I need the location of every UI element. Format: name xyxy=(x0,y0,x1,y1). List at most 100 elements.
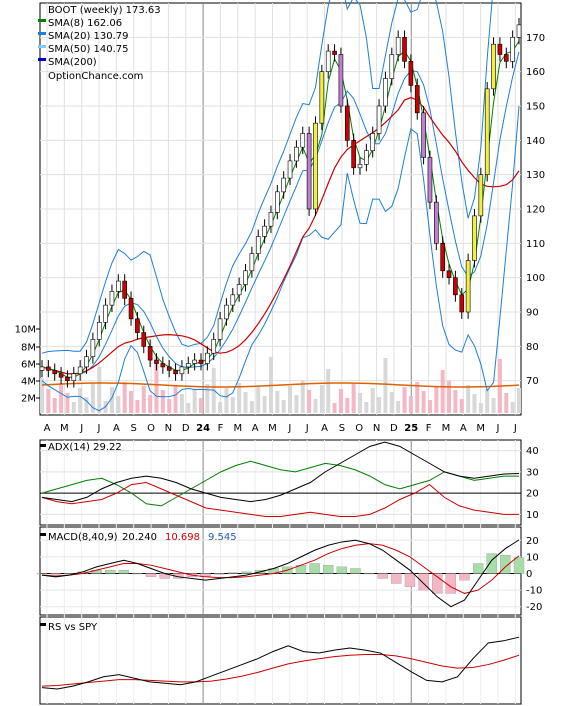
macd-histogram-bar xyxy=(350,568,361,574)
macd-histogram-bar xyxy=(227,572,238,574)
rs-legend-text: RS vs SPY xyxy=(48,622,98,633)
candle-body xyxy=(154,359,159,364)
volume-bar xyxy=(447,381,452,413)
candle-body xyxy=(446,270,452,278)
candle-body xyxy=(135,318,140,333)
candle-body xyxy=(434,201,439,244)
price-tick-label: 170 xyxy=(526,33,545,44)
macd-histogram-bar xyxy=(391,573,402,584)
volume-bar xyxy=(358,393,362,413)
candle-body xyxy=(497,43,503,55)
x-tick-label: A xyxy=(44,423,51,434)
volume-bar xyxy=(294,395,299,413)
x-tick-label: A xyxy=(252,423,259,434)
candle-body xyxy=(84,356,89,368)
volume-bar xyxy=(427,400,432,413)
volume-bar xyxy=(122,382,127,413)
candle-body xyxy=(141,332,147,347)
adx-tick-label: 20 xyxy=(526,489,539,500)
candle-body xyxy=(465,260,471,313)
legend-swatch-sma20 xyxy=(38,32,46,35)
adx-legend-text: ADX(14) 29.22 xyxy=(48,442,122,453)
volume-bar xyxy=(65,393,70,413)
x-tick-label: N xyxy=(373,423,380,434)
candle-body xyxy=(408,61,414,86)
volume-bar xyxy=(78,388,83,413)
volume-bar xyxy=(453,390,458,413)
adx-legend: ADX(14) 29.22 xyxy=(40,442,122,453)
legend-swatch-sma200 xyxy=(38,58,46,61)
macd-histogram-bar xyxy=(118,570,129,574)
macd-value: 20.240 xyxy=(122,532,157,543)
candle-body xyxy=(77,366,83,375)
macd-histogram-bar xyxy=(36,573,48,575)
macd-histogram-bar xyxy=(486,553,497,574)
macd-histogram-bar xyxy=(445,573,457,594)
candle-body xyxy=(58,373,64,378)
candle-body xyxy=(351,140,356,169)
price-tick-label: 160 xyxy=(526,67,545,78)
candle-body xyxy=(262,225,267,237)
candle-body xyxy=(344,105,350,141)
sma50-line xyxy=(41,96,520,375)
macd-signal-value: 10.698 xyxy=(165,532,200,543)
candle-body xyxy=(376,105,382,134)
legend-sma200: SMA(200) xyxy=(48,57,97,68)
volume-bar xyxy=(160,390,165,413)
legend-sma20: SMA(20) 130.79 xyxy=(48,31,129,42)
tick-labels: A M J J A S O N D 24 F M A M J J A S O N D 25 F M A M J J7080901001… xyxy=(15,33,545,613)
candle-body xyxy=(421,112,426,158)
candle-body xyxy=(109,291,115,306)
candle-body xyxy=(116,280,121,292)
volume-bar xyxy=(199,398,203,413)
adx-panel-frame xyxy=(39,439,522,526)
adx-series xyxy=(41,441,520,517)
volume-bar xyxy=(326,369,331,413)
candle-body xyxy=(243,270,248,285)
volume-bar xyxy=(396,401,401,413)
candle-body xyxy=(90,339,96,357)
x-tick-label: D xyxy=(182,423,190,434)
volume-tick-label: 8M xyxy=(21,343,36,354)
volume-bar xyxy=(313,399,318,413)
adx-line xyxy=(41,441,520,503)
plus-di-line xyxy=(41,460,519,507)
x-tick-label: A xyxy=(460,423,467,434)
price-tick-label: 120 xyxy=(526,205,545,216)
volume-bar xyxy=(370,388,375,413)
volume-bar xyxy=(129,391,134,413)
macd-histogram-bar xyxy=(214,573,225,575)
volume-bar xyxy=(230,397,235,413)
candle-body xyxy=(300,133,306,148)
volume-bar xyxy=(135,400,140,413)
volume-bar xyxy=(90,383,95,413)
candle-body xyxy=(211,339,217,354)
volume-bar xyxy=(364,402,369,413)
candle-body xyxy=(198,359,204,364)
candle-body xyxy=(287,160,293,179)
candle-body xyxy=(503,54,509,62)
volume-bar xyxy=(491,398,496,413)
macd-histogram-bar xyxy=(309,563,320,574)
candle-body xyxy=(217,318,223,340)
candle-body xyxy=(179,366,185,375)
price-tick-label: 100 xyxy=(526,273,545,284)
price-tick-label: 90 xyxy=(526,308,539,319)
candle-body xyxy=(160,363,166,368)
candle-body xyxy=(205,352,210,364)
macd-signal-line xyxy=(41,543,520,594)
x-tick-label: M xyxy=(233,423,242,434)
candle-body xyxy=(510,37,515,62)
x-tick-label: N xyxy=(165,423,172,434)
volume-bar xyxy=(504,393,509,413)
candle-body xyxy=(357,164,363,169)
x-tick-label: 25 xyxy=(404,423,418,434)
candle-body xyxy=(236,284,242,296)
x-tick-label: M xyxy=(442,423,451,434)
sma8-line xyxy=(41,40,520,378)
upper-band-line xyxy=(41,0,493,354)
volume-bar xyxy=(218,402,223,413)
volume-bar xyxy=(307,390,312,413)
macd-tick-label: 20 xyxy=(526,536,539,547)
